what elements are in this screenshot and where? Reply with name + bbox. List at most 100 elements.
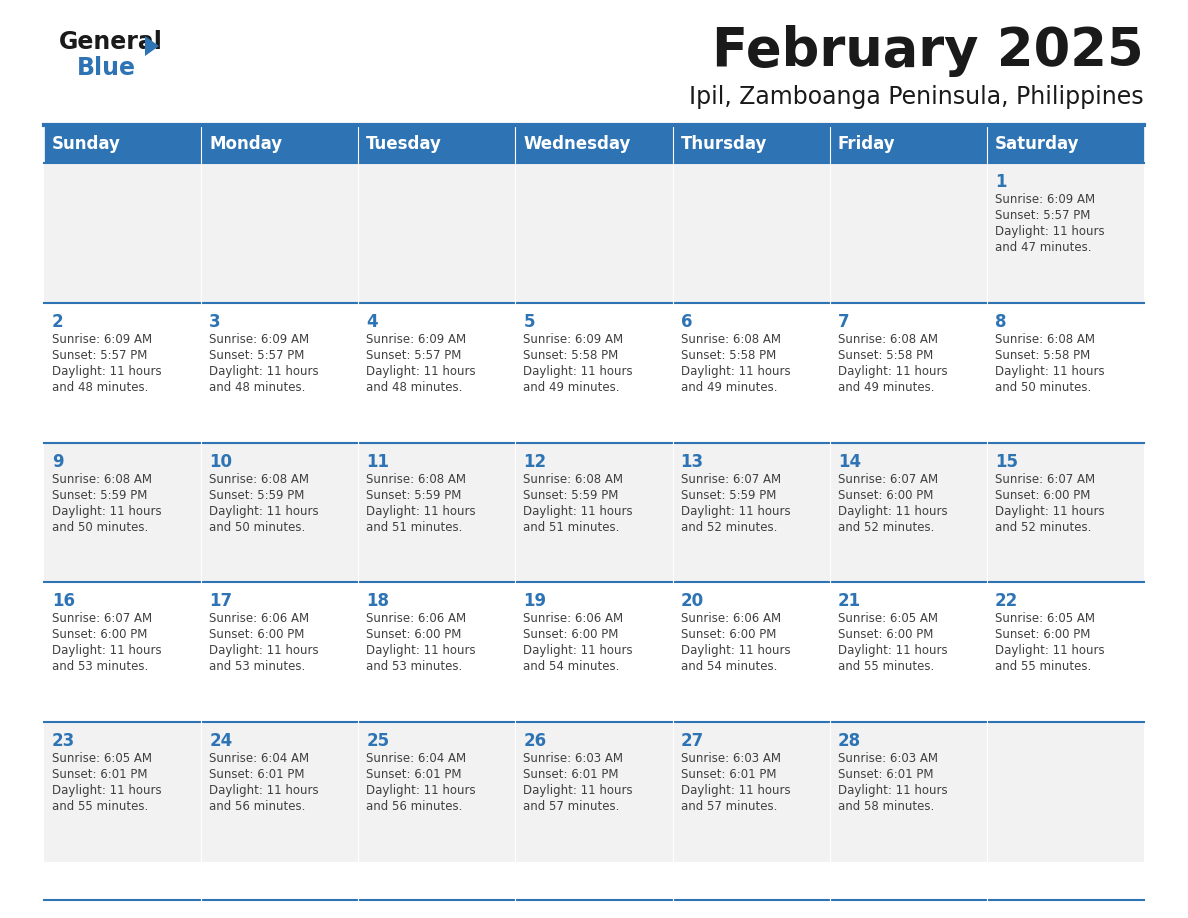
Text: Blue: Blue <box>77 56 135 80</box>
Text: 20: 20 <box>681 592 703 610</box>
Text: Sunset: 5:59 PM: Sunset: 5:59 PM <box>366 488 462 501</box>
Text: Sunset: 6:01 PM: Sunset: 6:01 PM <box>838 768 934 781</box>
Text: and 47 minutes.: and 47 minutes. <box>994 241 1092 254</box>
Text: Daylight: 11 hours: Daylight: 11 hours <box>366 644 476 657</box>
Text: Sunset: 5:59 PM: Sunset: 5:59 PM <box>209 488 304 501</box>
Text: Sunset: 5:57 PM: Sunset: 5:57 PM <box>52 349 147 362</box>
Text: Sunset: 6:00 PM: Sunset: 6:00 PM <box>209 629 304 642</box>
Text: Wednesday: Wednesday <box>524 135 631 153</box>
Text: 15: 15 <box>994 453 1018 471</box>
Text: Sunrise: 6:09 AM: Sunrise: 6:09 AM <box>994 193 1095 206</box>
Text: Sunrise: 6:09 AM: Sunrise: 6:09 AM <box>209 333 309 346</box>
Text: Sunday: Sunday <box>52 135 121 153</box>
Text: Daylight: 11 hours: Daylight: 11 hours <box>994 505 1105 518</box>
Text: 5: 5 <box>524 313 535 330</box>
Text: and 52 minutes.: and 52 minutes. <box>681 521 777 533</box>
Text: Daylight: 11 hours: Daylight: 11 hours <box>838 505 947 518</box>
Text: Sunset: 6:00 PM: Sunset: 6:00 PM <box>681 629 776 642</box>
Text: Sunrise: 6:09 AM: Sunrise: 6:09 AM <box>366 333 467 346</box>
Text: Daylight: 11 hours: Daylight: 11 hours <box>994 225 1105 238</box>
Text: Daylight: 11 hours: Daylight: 11 hours <box>681 364 790 378</box>
Text: Daylight: 11 hours: Daylight: 11 hours <box>838 784 947 797</box>
Text: and 50 minutes.: and 50 minutes. <box>994 381 1091 394</box>
Text: General: General <box>59 30 163 54</box>
Text: Sunset: 6:01 PM: Sunset: 6:01 PM <box>209 768 304 781</box>
Text: 6: 6 <box>681 313 693 330</box>
Bar <box>829 125 987 163</box>
Text: February 2025: February 2025 <box>713 25 1144 77</box>
Text: Sunset: 5:57 PM: Sunset: 5:57 PM <box>366 349 462 362</box>
Text: Daylight: 11 hours: Daylight: 11 hours <box>209 784 318 797</box>
Text: Sunrise: 6:05 AM: Sunrise: 6:05 AM <box>994 612 1095 625</box>
Text: Sunset: 5:59 PM: Sunset: 5:59 PM <box>52 488 147 501</box>
Text: and 48 minutes.: and 48 minutes. <box>209 381 305 394</box>
Text: Daylight: 11 hours: Daylight: 11 hours <box>524 784 633 797</box>
Text: and 55 minutes.: and 55 minutes. <box>838 660 934 674</box>
Text: and 56 minutes.: and 56 minutes. <box>366 800 462 813</box>
Text: Sunrise: 6:06 AM: Sunrise: 6:06 AM <box>209 612 309 625</box>
Text: Sunrise: 6:05 AM: Sunrise: 6:05 AM <box>838 612 937 625</box>
Text: Daylight: 11 hours: Daylight: 11 hours <box>52 784 162 797</box>
Text: 17: 17 <box>209 592 233 610</box>
Text: and 53 minutes.: and 53 minutes. <box>366 660 462 674</box>
Text: Sunset: 6:00 PM: Sunset: 6:00 PM <box>838 629 933 642</box>
Text: 19: 19 <box>524 592 546 610</box>
Text: Daylight: 11 hours: Daylight: 11 hours <box>681 644 790 657</box>
Text: and 56 minutes.: and 56 minutes. <box>209 800 305 813</box>
Text: 22: 22 <box>994 592 1018 610</box>
Text: and 49 minutes.: and 49 minutes. <box>524 381 620 394</box>
Text: 10: 10 <box>209 453 232 471</box>
Text: Sunrise: 6:08 AM: Sunrise: 6:08 AM <box>838 333 937 346</box>
Text: 27: 27 <box>681 733 703 750</box>
Bar <box>44 303 1144 442</box>
Text: Daylight: 11 hours: Daylight: 11 hours <box>524 644 633 657</box>
Text: Sunset: 6:01 PM: Sunset: 6:01 PM <box>681 768 776 781</box>
Text: 25: 25 <box>366 733 390 750</box>
Bar <box>44 582 1144 722</box>
Text: Sunset: 6:01 PM: Sunset: 6:01 PM <box>366 768 462 781</box>
Text: 13: 13 <box>681 453 703 471</box>
Text: Sunset: 6:01 PM: Sunset: 6:01 PM <box>52 768 147 781</box>
Text: Daylight: 11 hours: Daylight: 11 hours <box>994 644 1105 657</box>
Bar <box>359 125 516 163</box>
Text: Sunset: 6:00 PM: Sunset: 6:00 PM <box>838 488 933 501</box>
Bar <box>672 125 829 163</box>
Text: Monday: Monday <box>209 135 283 153</box>
Text: Sunset: 6:00 PM: Sunset: 6:00 PM <box>524 629 619 642</box>
Text: Sunset: 5:58 PM: Sunset: 5:58 PM <box>838 349 933 362</box>
Text: Thursday: Thursday <box>681 135 767 153</box>
Text: and 50 minutes.: and 50 minutes. <box>52 521 148 533</box>
Text: 21: 21 <box>838 592 861 610</box>
Text: Sunset: 6:00 PM: Sunset: 6:00 PM <box>52 629 147 642</box>
Text: and 50 minutes.: and 50 minutes. <box>209 521 305 533</box>
Text: Daylight: 11 hours: Daylight: 11 hours <box>838 644 947 657</box>
Text: Sunrise: 6:06 AM: Sunrise: 6:06 AM <box>366 612 467 625</box>
Text: and 57 minutes.: and 57 minutes. <box>681 800 777 813</box>
Text: and 53 minutes.: and 53 minutes. <box>209 660 305 674</box>
Text: 28: 28 <box>838 733 861 750</box>
Text: Saturday: Saturday <box>994 135 1080 153</box>
Text: 7: 7 <box>838 313 849 330</box>
Text: Sunrise: 6:04 AM: Sunrise: 6:04 AM <box>366 752 467 766</box>
Text: 9: 9 <box>52 453 64 471</box>
Text: Sunrise: 6:09 AM: Sunrise: 6:09 AM <box>524 333 624 346</box>
Text: and 55 minutes.: and 55 minutes. <box>52 800 148 813</box>
Text: and 55 minutes.: and 55 minutes. <box>994 660 1091 674</box>
Text: Sunrise: 6:08 AM: Sunrise: 6:08 AM <box>209 473 309 486</box>
Text: 24: 24 <box>209 733 233 750</box>
Text: Daylight: 11 hours: Daylight: 11 hours <box>681 784 790 797</box>
Text: 1: 1 <box>994 173 1006 191</box>
Text: 8: 8 <box>994 313 1006 330</box>
Text: and 51 minutes.: and 51 minutes. <box>524 521 620 533</box>
Text: Daylight: 11 hours: Daylight: 11 hours <box>366 784 476 797</box>
Bar <box>44 442 1144 582</box>
Text: and 48 minutes.: and 48 minutes. <box>52 381 148 394</box>
Text: and 54 minutes.: and 54 minutes. <box>681 660 777 674</box>
Text: Sunset: 5:57 PM: Sunset: 5:57 PM <box>994 209 1091 222</box>
Text: Friday: Friday <box>838 135 896 153</box>
Text: Sunrise: 6:08 AM: Sunrise: 6:08 AM <box>994 333 1095 346</box>
Text: Daylight: 11 hours: Daylight: 11 hours <box>209 364 318 378</box>
Text: Sunset: 5:58 PM: Sunset: 5:58 PM <box>524 349 619 362</box>
Text: and 48 minutes.: and 48 minutes. <box>366 381 462 394</box>
Text: Daylight: 11 hours: Daylight: 11 hours <box>366 364 476 378</box>
